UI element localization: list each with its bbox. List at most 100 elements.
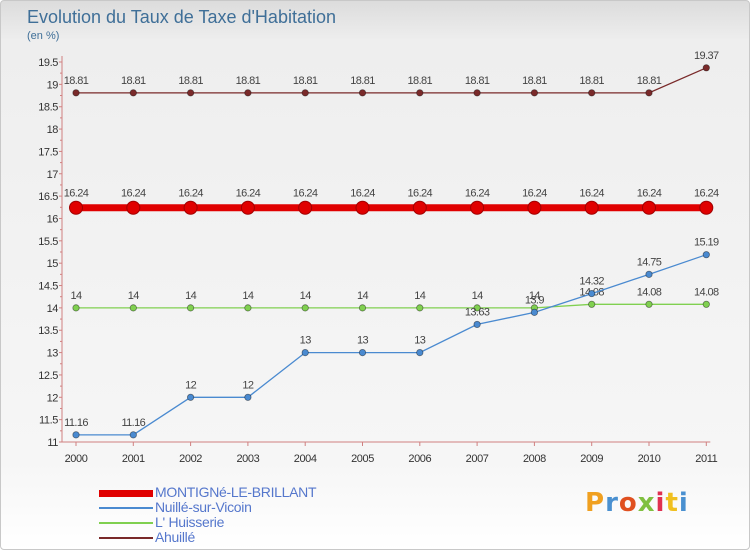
data-point [355,200,370,215]
x-tick-label: 2002 [179,453,202,465]
y-tick-label: 11.5 [39,415,58,427]
chart-title: Evolution du Taux de Taxe d'Habitation [27,7,336,27]
data-label: 16.24 [465,188,490,200]
data-point [645,300,653,308]
x-tick-label: 2005 [351,453,374,465]
data-point [187,393,195,401]
logo-letter: i [678,488,689,518]
y-tick-label: 13 [47,348,59,360]
data-label: 14 [185,290,197,302]
y-tick-label: 11 [47,437,58,449]
logo-letter: t [665,488,679,518]
data-label: 14 [357,290,369,302]
x-tick-label: 2010 [638,453,661,465]
data-point [301,89,309,97]
data-point [645,89,653,97]
series-line-2 [76,303,707,309]
y-tick-label: 17 [47,169,59,181]
data-label: 16.24 [408,188,433,200]
x-tick-label: 2011 [695,453,717,465]
data-label: 19.37 [694,50,719,62]
logo-letter: o [618,488,638,518]
data-label: 14.75 [637,256,662,268]
data-point [126,200,141,215]
data-label: 14 [128,290,140,302]
data-label: 18.81 [64,75,89,87]
data-label: 18.81 [522,75,547,87]
data-label: 18.81 [637,75,662,87]
data-point [301,348,309,357]
logo-letter: r [605,488,619,518]
data-point [244,393,252,401]
legend-label: Nuillé-sur-Vicoin [155,499,252,515]
data-label: 14 [472,290,484,302]
y-tick-label: 16 [47,213,59,225]
data-label: 16.24 [236,188,261,200]
data-label: 14 [70,290,82,302]
y-tick-label: 18.5 [38,102,58,114]
data-point [588,89,596,97]
data-label: 16.24 [350,188,375,200]
data-label: 13 [357,335,369,347]
data-label: 18.81 [178,75,203,87]
y-tick-label: 18 [47,124,59,136]
data-label: 14.08 [694,286,719,298]
data-label: 13 [414,335,426,347]
x-tick-label: 2006 [408,453,431,465]
data-label: 12 [242,379,254,391]
data-point [702,300,710,308]
y-tick-label: 19 [47,79,59,91]
legend-swatch [99,537,153,539]
data-point [473,304,481,312]
data-label: 14 [300,290,312,302]
data-point [530,89,539,97]
data-label: 11.16 [121,417,145,429]
data-point [358,348,367,357]
y-tick-label: 12 [47,392,59,404]
data-point [240,200,255,215]
data-point [527,200,542,215]
data-point [72,89,80,97]
x-tick-label: 2009 [580,453,603,465]
data-label: 14.08 [637,286,662,298]
data-point [412,200,427,215]
data-point [244,304,252,312]
data-label: 16.24 [579,188,604,200]
data-point [301,304,309,312]
logo-letter: x [637,488,656,518]
data-point [588,289,596,298]
data-point [642,200,656,215]
y-tick-label: 15 [47,258,59,270]
legend-label: Ahuillé [155,529,195,545]
data-label: 14 [242,290,254,302]
data-label: 11.16 [64,417,88,429]
data-point [129,89,137,97]
data-point [416,304,424,312]
data-point [69,200,83,215]
y-tick-label: 16.5 [38,191,58,203]
data-label: 15.19 [694,237,719,249]
y-tick-label: 14.5 [38,281,58,293]
y-tick-label: 15.5 [38,236,58,248]
data-point [72,431,80,439]
legend-swatch [99,490,153,497]
data-point [473,320,481,329]
data-label: 18.81 [236,75,261,87]
data-label: 18.81 [350,75,375,87]
data-label: 13.63 [465,306,490,318]
data-label: 14.32 [579,276,604,288]
data-label: 16.24 [694,188,719,200]
x-tick-label: 2004 [294,453,317,465]
y-tick-label: 12.5 [38,370,58,382]
legend-label: MONTIGNé-LE-BRILLANT [155,484,317,500]
legend-swatch [99,522,153,524]
x-tick-label: 2003 [236,453,259,465]
x-tick-label: 2008 [523,453,546,465]
data-point [699,200,714,215]
data-label: 16.24 [637,188,662,200]
data-label: 18.81 [121,75,146,87]
data-point [473,89,481,97]
data-point [129,431,137,439]
